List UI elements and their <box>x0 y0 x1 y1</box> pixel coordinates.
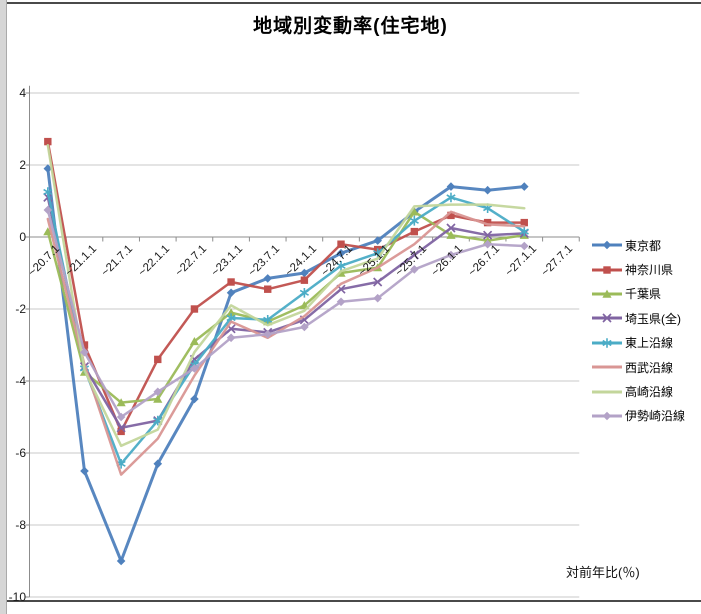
legend-marker-square-icon <box>592 265 622 274</box>
legend-item-label: 高崎沿線 <box>625 385 674 400</box>
y-axis-label: 0 <box>19 230 26 244</box>
legend-item-label: 東京都 <box>625 238 662 253</box>
legend-marker-none-icon <box>592 390 622 394</box>
legend-item-label: 伊勢崎沿線 <box>625 409 686 424</box>
window-border-top <box>7 2 701 4</box>
y-axis-label: 2 <box>19 158 26 172</box>
chart-title: 地域別変動率(住宅地) <box>253 16 448 37</box>
window-border-bottom <box>7 600 701 602</box>
legend-marker-triangle-icon <box>592 289 622 298</box>
legend-item-label: 西武沿線 <box>625 360 674 375</box>
legend-item: 東京都 <box>592 233 685 257</box>
legend-item: 西武沿線 <box>592 355 685 379</box>
y-axis-label: -2 <box>15 302 26 316</box>
legend: 東京都神奈川県千葉県埼玉県(全) 東上沿線西武沿線高崎沿線伊勢崎沿線 <box>592 233 685 428</box>
y-axis-label: -10 <box>8 590 26 604</box>
legend-item: 埼玉県(全) <box>592 306 685 330</box>
y-axis-label: -8 <box>15 518 26 532</box>
legend-marker-none-icon <box>592 365 622 369</box>
y-axis-label: -4 <box>15 374 26 388</box>
legend-item: 東上沿線 <box>592 331 685 355</box>
legend-item: 千葉県 <box>592 282 685 306</box>
legend-marker-asterisk-icon <box>592 337 622 348</box>
legend-marker-x-icon <box>592 313 622 323</box>
legend-item-label: 東上沿線 <box>625 336 674 351</box>
legend-item: 伊勢崎沿線 <box>592 404 685 428</box>
y-axis-label: -6 <box>15 446 26 460</box>
legend-item-label: 神奈川県 <box>625 263 674 278</box>
legend-item-label: 千葉県 <box>625 287 662 302</box>
y-axis-label: 4 <box>19 86 26 100</box>
axis-unit-label: 対前年比(％) <box>566 565 640 580</box>
legend-marker-diamond-icon <box>592 411 622 421</box>
legend-item: 神奈川県 <box>592 257 685 281</box>
legend-item: 高崎沿線 <box>592 379 685 403</box>
legend-marker-diamond-icon <box>592 240 622 250</box>
worksheet-edge-strip <box>0 0 7 614</box>
legend-item-label: 埼玉県(全) <box>625 311 681 326</box>
